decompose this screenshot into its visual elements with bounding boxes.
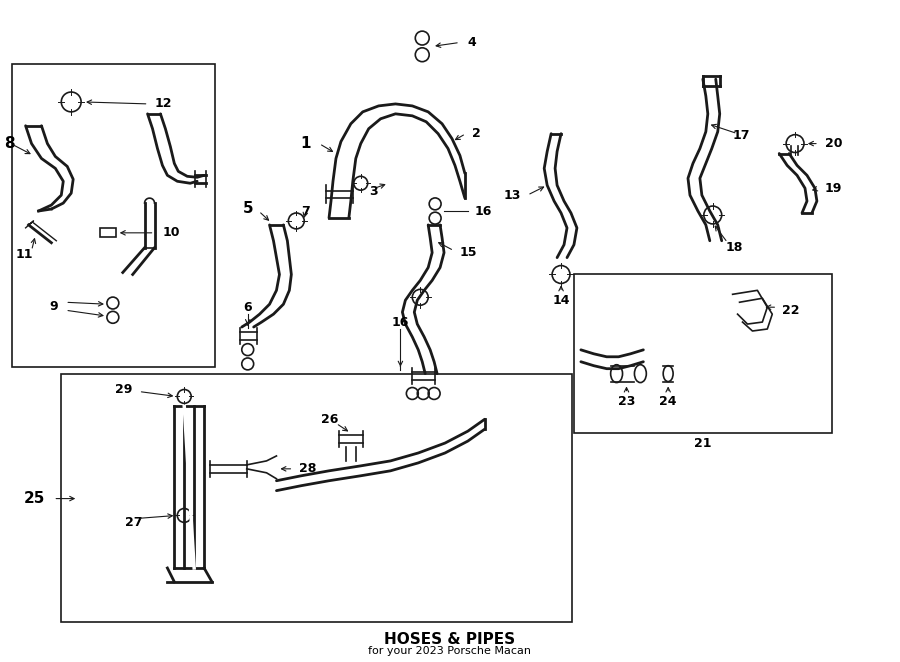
Text: 14: 14 bbox=[553, 294, 570, 307]
Bar bbox=[100, 228, 116, 237]
Text: 2: 2 bbox=[472, 127, 481, 140]
Text: 20: 20 bbox=[824, 137, 842, 150]
Text: 15: 15 bbox=[460, 246, 477, 259]
Text: 25: 25 bbox=[24, 491, 45, 506]
Text: 4: 4 bbox=[468, 36, 477, 49]
Text: 13: 13 bbox=[504, 189, 521, 202]
Text: 19: 19 bbox=[824, 181, 842, 195]
Text: 23: 23 bbox=[617, 395, 635, 408]
Text: 8: 8 bbox=[4, 136, 14, 151]
Text: 21: 21 bbox=[694, 436, 712, 449]
Bar bbox=[574, 275, 832, 433]
Text: HOSES & PIPES: HOSES & PIPES bbox=[384, 632, 516, 647]
Text: 1: 1 bbox=[301, 136, 311, 151]
Bar bbox=[61, 373, 572, 622]
Text: 26: 26 bbox=[321, 412, 338, 426]
Text: 16: 16 bbox=[392, 316, 410, 328]
Text: 3: 3 bbox=[369, 185, 377, 198]
Text: 12: 12 bbox=[155, 97, 172, 111]
Text: 18: 18 bbox=[725, 241, 743, 254]
Text: 17: 17 bbox=[733, 129, 750, 142]
Text: for your 2023 Porsche Macan: for your 2023 Porsche Macan bbox=[368, 646, 532, 656]
Text: 27: 27 bbox=[125, 516, 142, 529]
Text: 5: 5 bbox=[243, 201, 254, 216]
Text: 10: 10 bbox=[162, 226, 180, 240]
Text: 9: 9 bbox=[50, 300, 58, 312]
Text: 24: 24 bbox=[660, 395, 677, 408]
Text: 29: 29 bbox=[115, 383, 132, 396]
Text: 28: 28 bbox=[300, 462, 317, 475]
Text: 7: 7 bbox=[302, 205, 310, 218]
Text: 22: 22 bbox=[782, 304, 800, 316]
Text: 11: 11 bbox=[15, 248, 33, 261]
Text: 16: 16 bbox=[475, 205, 492, 218]
Bar bbox=[12, 64, 215, 367]
Text: 6: 6 bbox=[243, 301, 252, 314]
